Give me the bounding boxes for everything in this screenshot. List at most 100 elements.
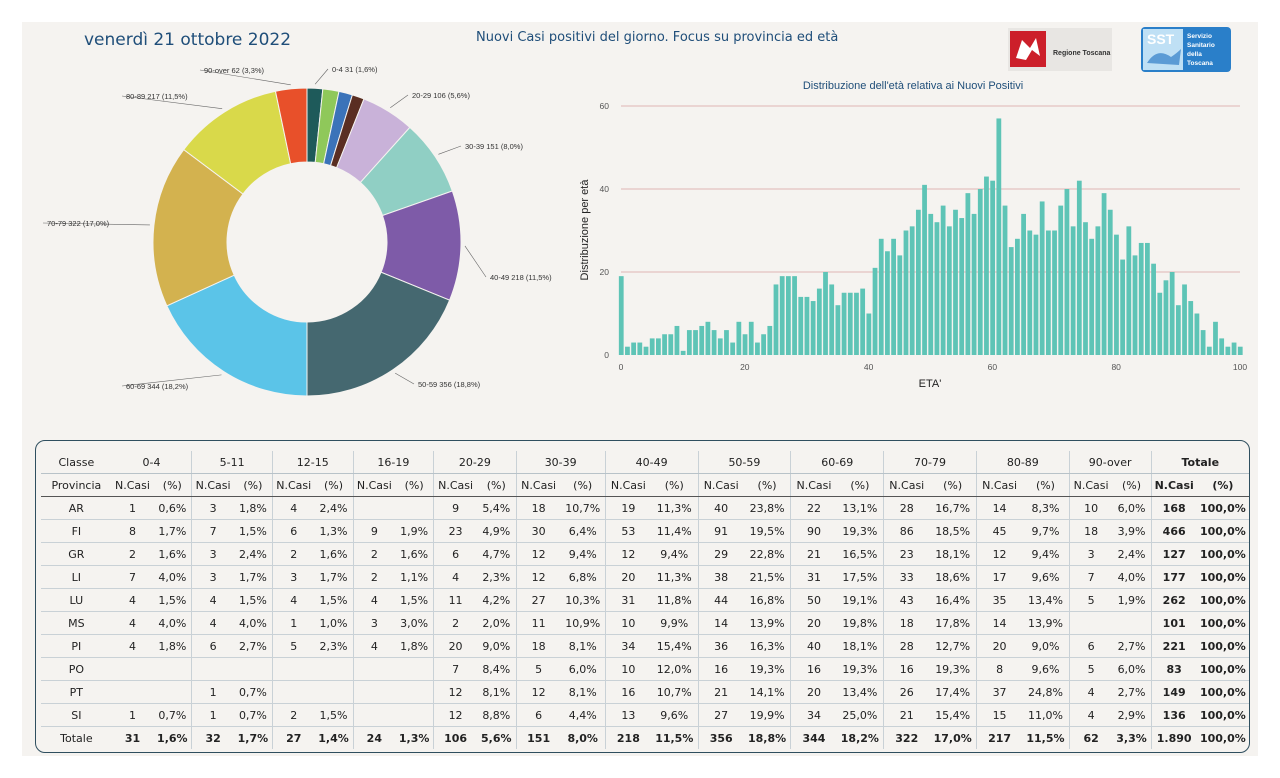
x-tick-60: 60 bbox=[988, 362, 998, 372]
cell-ncasi: 23 bbox=[883, 542, 930, 566]
total-header: Totale bbox=[1151, 451, 1249, 474]
cell-pct: 13,4% bbox=[1022, 588, 1070, 612]
cell-pct: 2,3% bbox=[314, 634, 354, 658]
cell-pct: 0,7% bbox=[153, 703, 193, 727]
histogram-bar-10 bbox=[680, 350, 686, 355]
cell-pct: 18,1% bbox=[929, 542, 977, 566]
donut-leader-line bbox=[390, 94, 409, 108]
histogram-bar-25 bbox=[773, 284, 779, 355]
cell-pct: 1,9% bbox=[395, 519, 435, 543]
histogram-bar-93 bbox=[1194, 313, 1200, 355]
cell-ncasi: 36 bbox=[698, 634, 744, 658]
x-tick-40: 40 bbox=[864, 362, 874, 372]
cell-ncasi bbox=[191, 657, 234, 681]
cell-ncasi: 45 bbox=[976, 519, 1023, 543]
donut-label-20-29: 20-29 106 (5,6%) bbox=[412, 91, 470, 100]
cell-pct: 11,3% bbox=[651, 496, 699, 520]
cell-total-ncasi: 262 bbox=[1151, 588, 1197, 612]
cell-ncasi: 30 bbox=[516, 519, 561, 543]
cell-pct: 1,5% bbox=[153, 588, 193, 612]
histogram-bar-22 bbox=[755, 342, 760, 355]
histogram-bar-89 bbox=[1169, 272, 1175, 355]
x-tick-0: 0 bbox=[619, 362, 624, 372]
cell-pct: 1,6% bbox=[153, 726, 193, 749]
cell-ncasi bbox=[353, 496, 396, 520]
cell-ncasi: 16 bbox=[883, 657, 930, 681]
histogram-bar-0 bbox=[618, 276, 624, 355]
province-age-table: Classe 0-4 5-11 12-15 16-19 20-29 30-39 40-49 5… bbox=[41, 451, 1249, 749]
subheader-pct: (%) bbox=[651, 473, 699, 497]
histogram-bar-29 bbox=[798, 296, 804, 355]
histogram-bar-99 bbox=[1231, 342, 1237, 355]
histogram-bar-31 bbox=[810, 301, 816, 355]
histogram-bar-13 bbox=[699, 325, 705, 355]
class-header-30-39: 30-39 bbox=[516, 451, 606, 474]
x-tick-100: 100 bbox=[1233, 362, 1247, 372]
x-tick-80: 80 bbox=[1111, 362, 1121, 372]
cell-ncasi: 3 bbox=[191, 565, 234, 589]
cell-pct: 8,0% bbox=[560, 726, 606, 749]
histogram-bar-15 bbox=[711, 330, 717, 355]
province-label: FI bbox=[41, 519, 112, 543]
cell-pct: 6,0% bbox=[560, 657, 606, 681]
cell-ncasi: 2 bbox=[272, 542, 315, 566]
histogram-bar-23 bbox=[761, 334, 767, 355]
cell-ncasi: 35 bbox=[976, 588, 1023, 612]
cell-ncasi bbox=[353, 657, 396, 681]
table-row: PI 4 1,8% 6 2,7% 5 2,3% 4 1,8% 20 9,0% 18 8,1% 34 15,4… bbox=[41, 634, 1249, 658]
cell-pct: 4,0% bbox=[1112, 565, 1152, 589]
cell-pct: 19,3% bbox=[743, 657, 792, 681]
cell-pct: 10,7% bbox=[560, 496, 606, 520]
cell-pct bbox=[233, 657, 273, 681]
cell-pct: 16,4% bbox=[929, 588, 977, 612]
histogram-bar-98 bbox=[1225, 346, 1231, 355]
sst-logo: SST Servizio Sanitario della Toscana bbox=[1141, 27, 1231, 72]
cell-pct: 4,9% bbox=[476, 519, 517, 543]
cell-pct: 4,0% bbox=[153, 611, 193, 635]
cell-pct: 9,6% bbox=[1022, 565, 1070, 589]
cell-pct: 14,1% bbox=[743, 680, 792, 704]
cell-ncasi: 2 bbox=[353, 542, 396, 566]
subheader-pct: (%) bbox=[743, 473, 792, 497]
cell-ncasi: 5 bbox=[516, 657, 561, 681]
cell-pct: 9,6% bbox=[651, 703, 699, 727]
cell-pct: 1,5% bbox=[314, 703, 354, 727]
cell-pct: 13,9% bbox=[1022, 611, 1070, 635]
histogram-bar-65 bbox=[1021, 213, 1026, 355]
regione-toscana-emblem: Regione Toscana bbox=[1010, 31, 1111, 67]
province-label: PO bbox=[41, 657, 112, 681]
cell-ncasi: 14 bbox=[976, 496, 1023, 520]
histogram-bar-81 bbox=[1120, 259, 1126, 355]
cell-pct: 3,0% bbox=[395, 611, 435, 635]
cell-ncasi: 1 bbox=[191, 703, 234, 727]
cell-ncasi: 13 bbox=[605, 703, 652, 727]
cell-ncasi: 4 bbox=[353, 634, 396, 658]
table-row: PO 7 8,4% 5 6,0% 10 12,0% 16 19,3% 16 19,3% 16 19,3%… bbox=[41, 657, 1249, 681]
cell-pct: 1,5% bbox=[233, 588, 273, 612]
cell-pct: 4,4% bbox=[560, 703, 606, 727]
histogram-bar-21 bbox=[748, 321, 754, 355]
histogram-bar-80 bbox=[1114, 234, 1119, 355]
cell-pct: 9,4% bbox=[651, 542, 699, 566]
cell-ncasi bbox=[353, 703, 396, 727]
donut-label-30-39: 30-39 151 (8,0%) bbox=[465, 142, 523, 151]
histogram-bar-2 bbox=[631, 342, 637, 355]
cell-ncasi bbox=[1069, 611, 1113, 635]
table-row: FI 8 1,7% 7 1,5% 6 1,3% 9 1,9% 23 4,9% 30 6,4% 53 11,4… bbox=[41, 519, 1249, 543]
sst-abbr: SST bbox=[1147, 31, 1175, 47]
histogram-bar-64 bbox=[1015, 238, 1020, 355]
cell-ncasi: 344 bbox=[790, 726, 837, 749]
y-axis-label: Distribuzione per età bbox=[579, 179, 591, 281]
histogram-bar-52 bbox=[940, 205, 946, 355]
histogram-bar-1 bbox=[625, 346, 630, 355]
cell-pct: 19,3% bbox=[836, 519, 885, 543]
histogram-title: Distribuzione dell'età relativa ai Nuovi… bbox=[803, 80, 1023, 92]
subheader-ncasi: N.Casi bbox=[976, 473, 1023, 497]
cell-ncasi: 6 bbox=[191, 634, 234, 658]
histogram-bar-58 bbox=[977, 189, 983, 355]
histogram-bar-86 bbox=[1151, 263, 1156, 355]
histogram-bar-50 bbox=[928, 213, 934, 355]
cell-ncasi: 27 bbox=[516, 588, 561, 612]
histogram-bar-70 bbox=[1052, 230, 1057, 355]
cell-ncasi: 151 bbox=[516, 726, 561, 749]
